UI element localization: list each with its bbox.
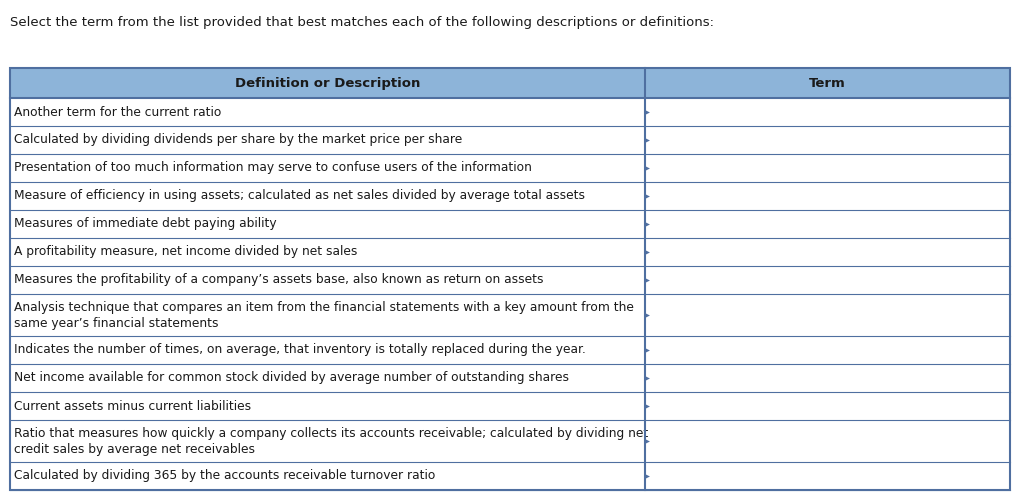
Text: Term: Term [809, 76, 846, 89]
Text: A profitability measure, net income divided by net sales: A profitability measure, net income divi… [14, 246, 357, 258]
Text: Analysis technique that compares an item from the financial statements with a ke: Analysis technique that compares an item… [14, 300, 634, 329]
Text: Measure of efficiency in using assets; calculated as net sales divided by averag: Measure of efficiency in using assets; c… [14, 190, 585, 203]
Text: Net income available for common stock divided by average number of outstanding s: Net income available for common stock di… [14, 371, 569, 385]
Text: Indicates the number of times, on average, that inventory is totally replaced du: Indicates the number of times, on averag… [14, 343, 586, 356]
Text: Ratio that measures how quickly a company collects its accounts receivable; calc: Ratio that measures how quickly a compan… [14, 427, 648, 456]
Text: Current assets minus current liabilities: Current assets minus current liabilities [14, 400, 251, 413]
Text: Measures of immediate debt paying ability: Measures of immediate debt paying abilit… [14, 218, 276, 231]
Bar [10, 68, 1010, 490]
Text: Definition or Description: Definition or Description [234, 76, 420, 89]
Text: Measures the profitability of a company’s assets base, also known as return on a: Measures the profitability of a company’… [14, 273, 544, 286]
Text: Select the term from the list provided that best matches each of the following d: Select the term from the list provided t… [10, 16, 714, 29]
Bar [10, 68, 1010, 98]
Text: Calculated by dividing 365 by the accounts receivable turnover ratio: Calculated by dividing 365 by the accoun… [14, 470, 435, 483]
Text: Calculated by dividing dividends per share by the market price per share: Calculated by dividing dividends per sha… [14, 134, 462, 147]
Text: Presentation of too much information may serve to confuse users of the informati: Presentation of too much information may… [14, 162, 531, 175]
Text: Another term for the current ratio: Another term for the current ratio [14, 105, 221, 118]
